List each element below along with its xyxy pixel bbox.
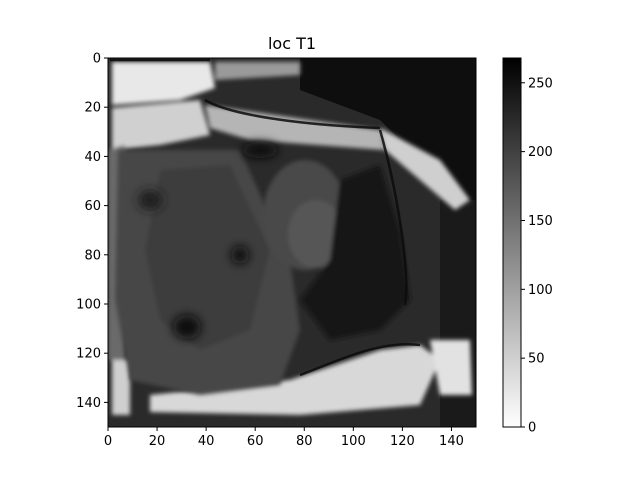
y-tick-label: 120 xyxy=(76,347,101,362)
y-tick-label: 20 xyxy=(84,101,101,116)
colorbar-axis: 0 50 100 150 200 250 xyxy=(521,76,553,436)
y-tick-label: 0 xyxy=(93,52,101,67)
x-tick-label: 100 xyxy=(341,434,366,449)
y-tick-label: 100 xyxy=(76,298,101,313)
colorbar-tick-label: 150 xyxy=(528,214,553,229)
colorbar-tick-label: 200 xyxy=(528,145,553,160)
x-tick-label: 60 xyxy=(247,434,264,449)
x-tick-label: 120 xyxy=(390,434,415,449)
colorbar-frame xyxy=(502,57,522,428)
x-tick-label: 140 xyxy=(439,434,464,449)
colorbar-tick-label: 250 xyxy=(528,76,553,91)
colorbar-tick-label: 50 xyxy=(528,352,545,367)
x-tick-label: 80 xyxy=(296,434,313,449)
colorbar-tick-label: 100 xyxy=(528,283,553,298)
y-tick-label: 140 xyxy=(76,396,101,411)
colorbar xyxy=(503,58,521,427)
x-tick-label: 40 xyxy=(198,434,215,449)
y-axis: 0 20 40 60 80 100 120 140 xyxy=(76,52,108,411)
x-tick-label: 0 xyxy=(104,434,112,449)
chart-title: loc T1 xyxy=(268,34,316,53)
x-tick-label: 20 xyxy=(149,434,166,449)
x-axis: 0 20 40 60 80 100 120 140 xyxy=(104,427,464,449)
y-tick-label: 80 xyxy=(84,248,101,263)
y-tick-label: 60 xyxy=(84,199,101,214)
colorbar-tick-label: 0 xyxy=(528,421,536,436)
heatmap-image xyxy=(108,58,476,427)
y-tick-label: 40 xyxy=(84,150,101,165)
plot-frame xyxy=(107,57,477,428)
